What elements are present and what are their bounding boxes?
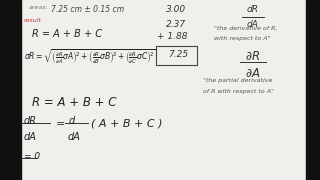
- Text: dA: dA: [67, 132, 80, 142]
- Text: dR: dR: [24, 116, 37, 126]
- Text: =: =: [56, 119, 65, 129]
- Bar: [0, 0, 21, 180]
- Text: $\partial R$: $\partial R$: [245, 50, 260, 63]
- Text: "the derivative of R,: "the derivative of R,: [214, 26, 278, 31]
- Text: $\partial A$: $\partial A$: [245, 67, 260, 80]
- Text: dR: dR: [246, 5, 259, 14]
- Text: ( A + B + C ): ( A + B + C ): [91, 118, 163, 128]
- Text: of R with respect to A": of R with respect to A": [203, 89, 274, 94]
- Text: + 1.88: + 1.88: [157, 32, 187, 41]
- Text: d: d: [69, 116, 75, 126]
- Text: 7.25: 7.25: [168, 50, 188, 59]
- Text: result: result: [24, 18, 42, 23]
- Text: dA: dA: [246, 20, 258, 29]
- Text: 7.25 cm ± 0.15 cm: 7.25 cm ± 0.15 cm: [51, 5, 124, 14]
- Text: R = A + B + C: R = A + B + C: [32, 96, 116, 109]
- Text: 2.37: 2.37: [166, 20, 187, 29]
- Text: with respect to A": with respect to A": [214, 36, 271, 41]
- Text: areas:: areas:: [29, 5, 48, 10]
- Text: = 0: = 0: [24, 152, 40, 161]
- Text: 3.00: 3.00: [166, 5, 187, 14]
- Text: dA: dA: [24, 132, 37, 142]
- Text: $\sigma R = \sqrt{\left(\frac{\partial R}{\partial A}\sigma A\right)^{\!2}+\left: $\sigma R = \sqrt{\left(\frac{\partial R…: [24, 47, 156, 66]
- Text: R = A + B + C: R = A + B + C: [32, 29, 102, 39]
- Bar: [306, 0, 320, 180]
- Text: "the partial derivative: "the partial derivative: [203, 78, 273, 83]
